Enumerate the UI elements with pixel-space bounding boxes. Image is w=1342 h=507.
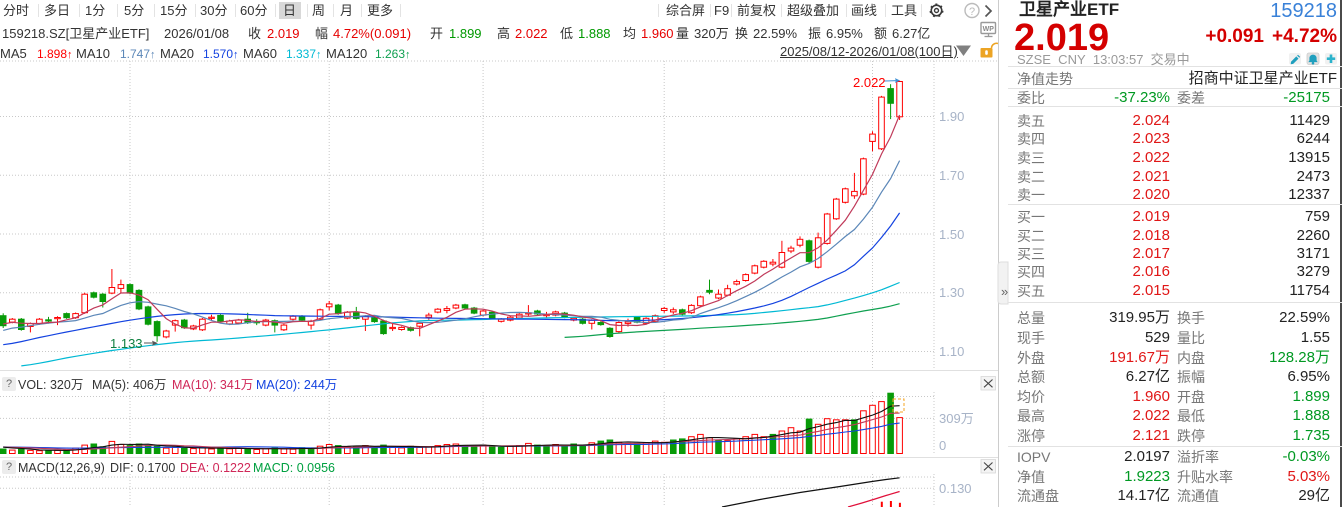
svg-text:WP: WP: [983, 26, 995, 33]
svg-text:?: ?: [969, 6, 975, 18]
